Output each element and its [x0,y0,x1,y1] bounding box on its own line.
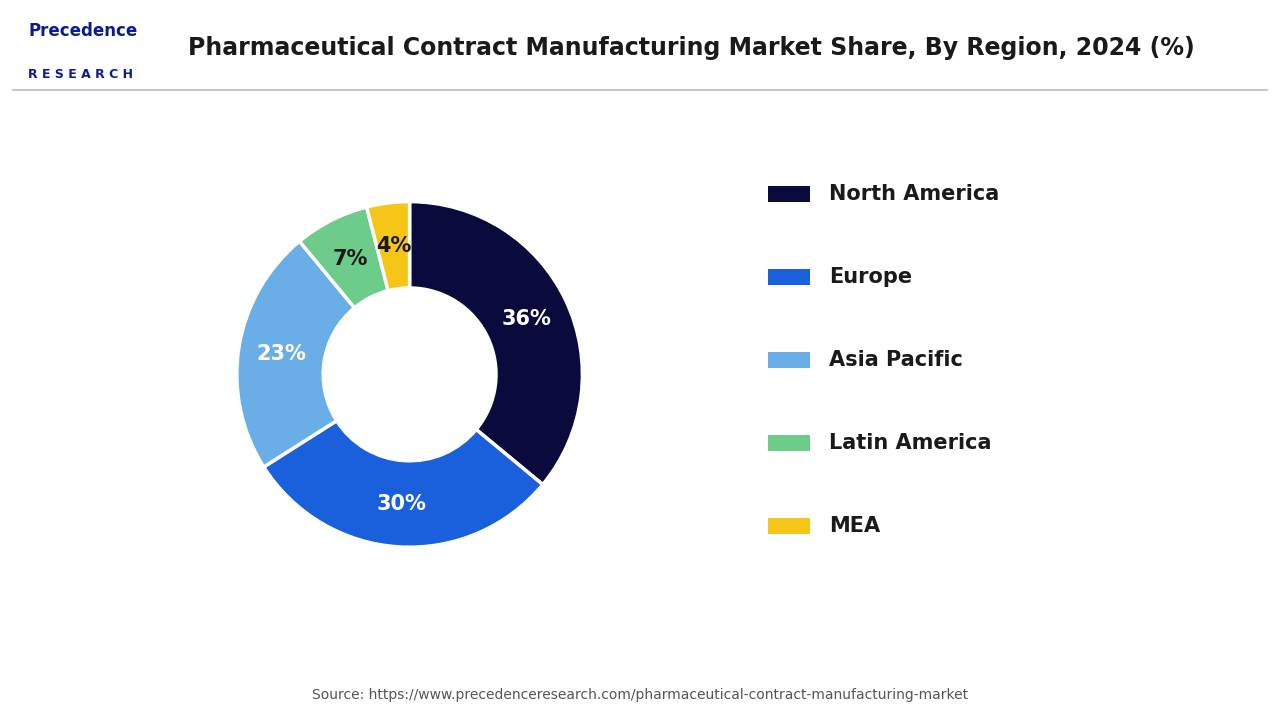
Wedge shape [300,207,388,308]
Text: Source: https://www.precedenceresearch.com/pharmaceutical-contract-manufacturing: Source: https://www.precedenceresearch.c… [312,688,968,702]
Wedge shape [366,202,410,291]
Text: R E S E A R C H: R E S E A R C H [28,68,133,81]
Wedge shape [264,420,543,547]
Text: Europe: Europe [829,267,913,287]
Text: Asia Pacific: Asia Pacific [829,350,964,370]
Text: Precedence: Precedence [28,22,137,40]
Wedge shape [237,241,355,467]
Text: North America: North America [829,184,1000,204]
Text: 23%: 23% [257,344,306,364]
Text: 4%: 4% [375,236,411,256]
Text: 30%: 30% [376,494,426,514]
Text: Pharmaceutical Contract Manufacturing Market Share, By Region, 2024 (%): Pharmaceutical Contract Manufacturing Ma… [188,36,1194,60]
Text: Latin America: Latin America [829,433,992,453]
Text: 7%: 7% [333,249,369,269]
Text: 36%: 36% [502,309,552,329]
Text: MEA: MEA [829,516,881,536]
Wedge shape [410,202,582,485]
